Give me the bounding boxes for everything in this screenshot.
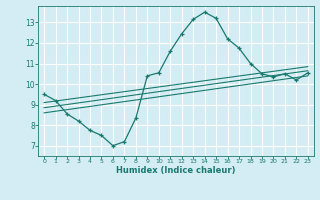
X-axis label: Humidex (Indice chaleur): Humidex (Indice chaleur): [116, 166, 236, 175]
